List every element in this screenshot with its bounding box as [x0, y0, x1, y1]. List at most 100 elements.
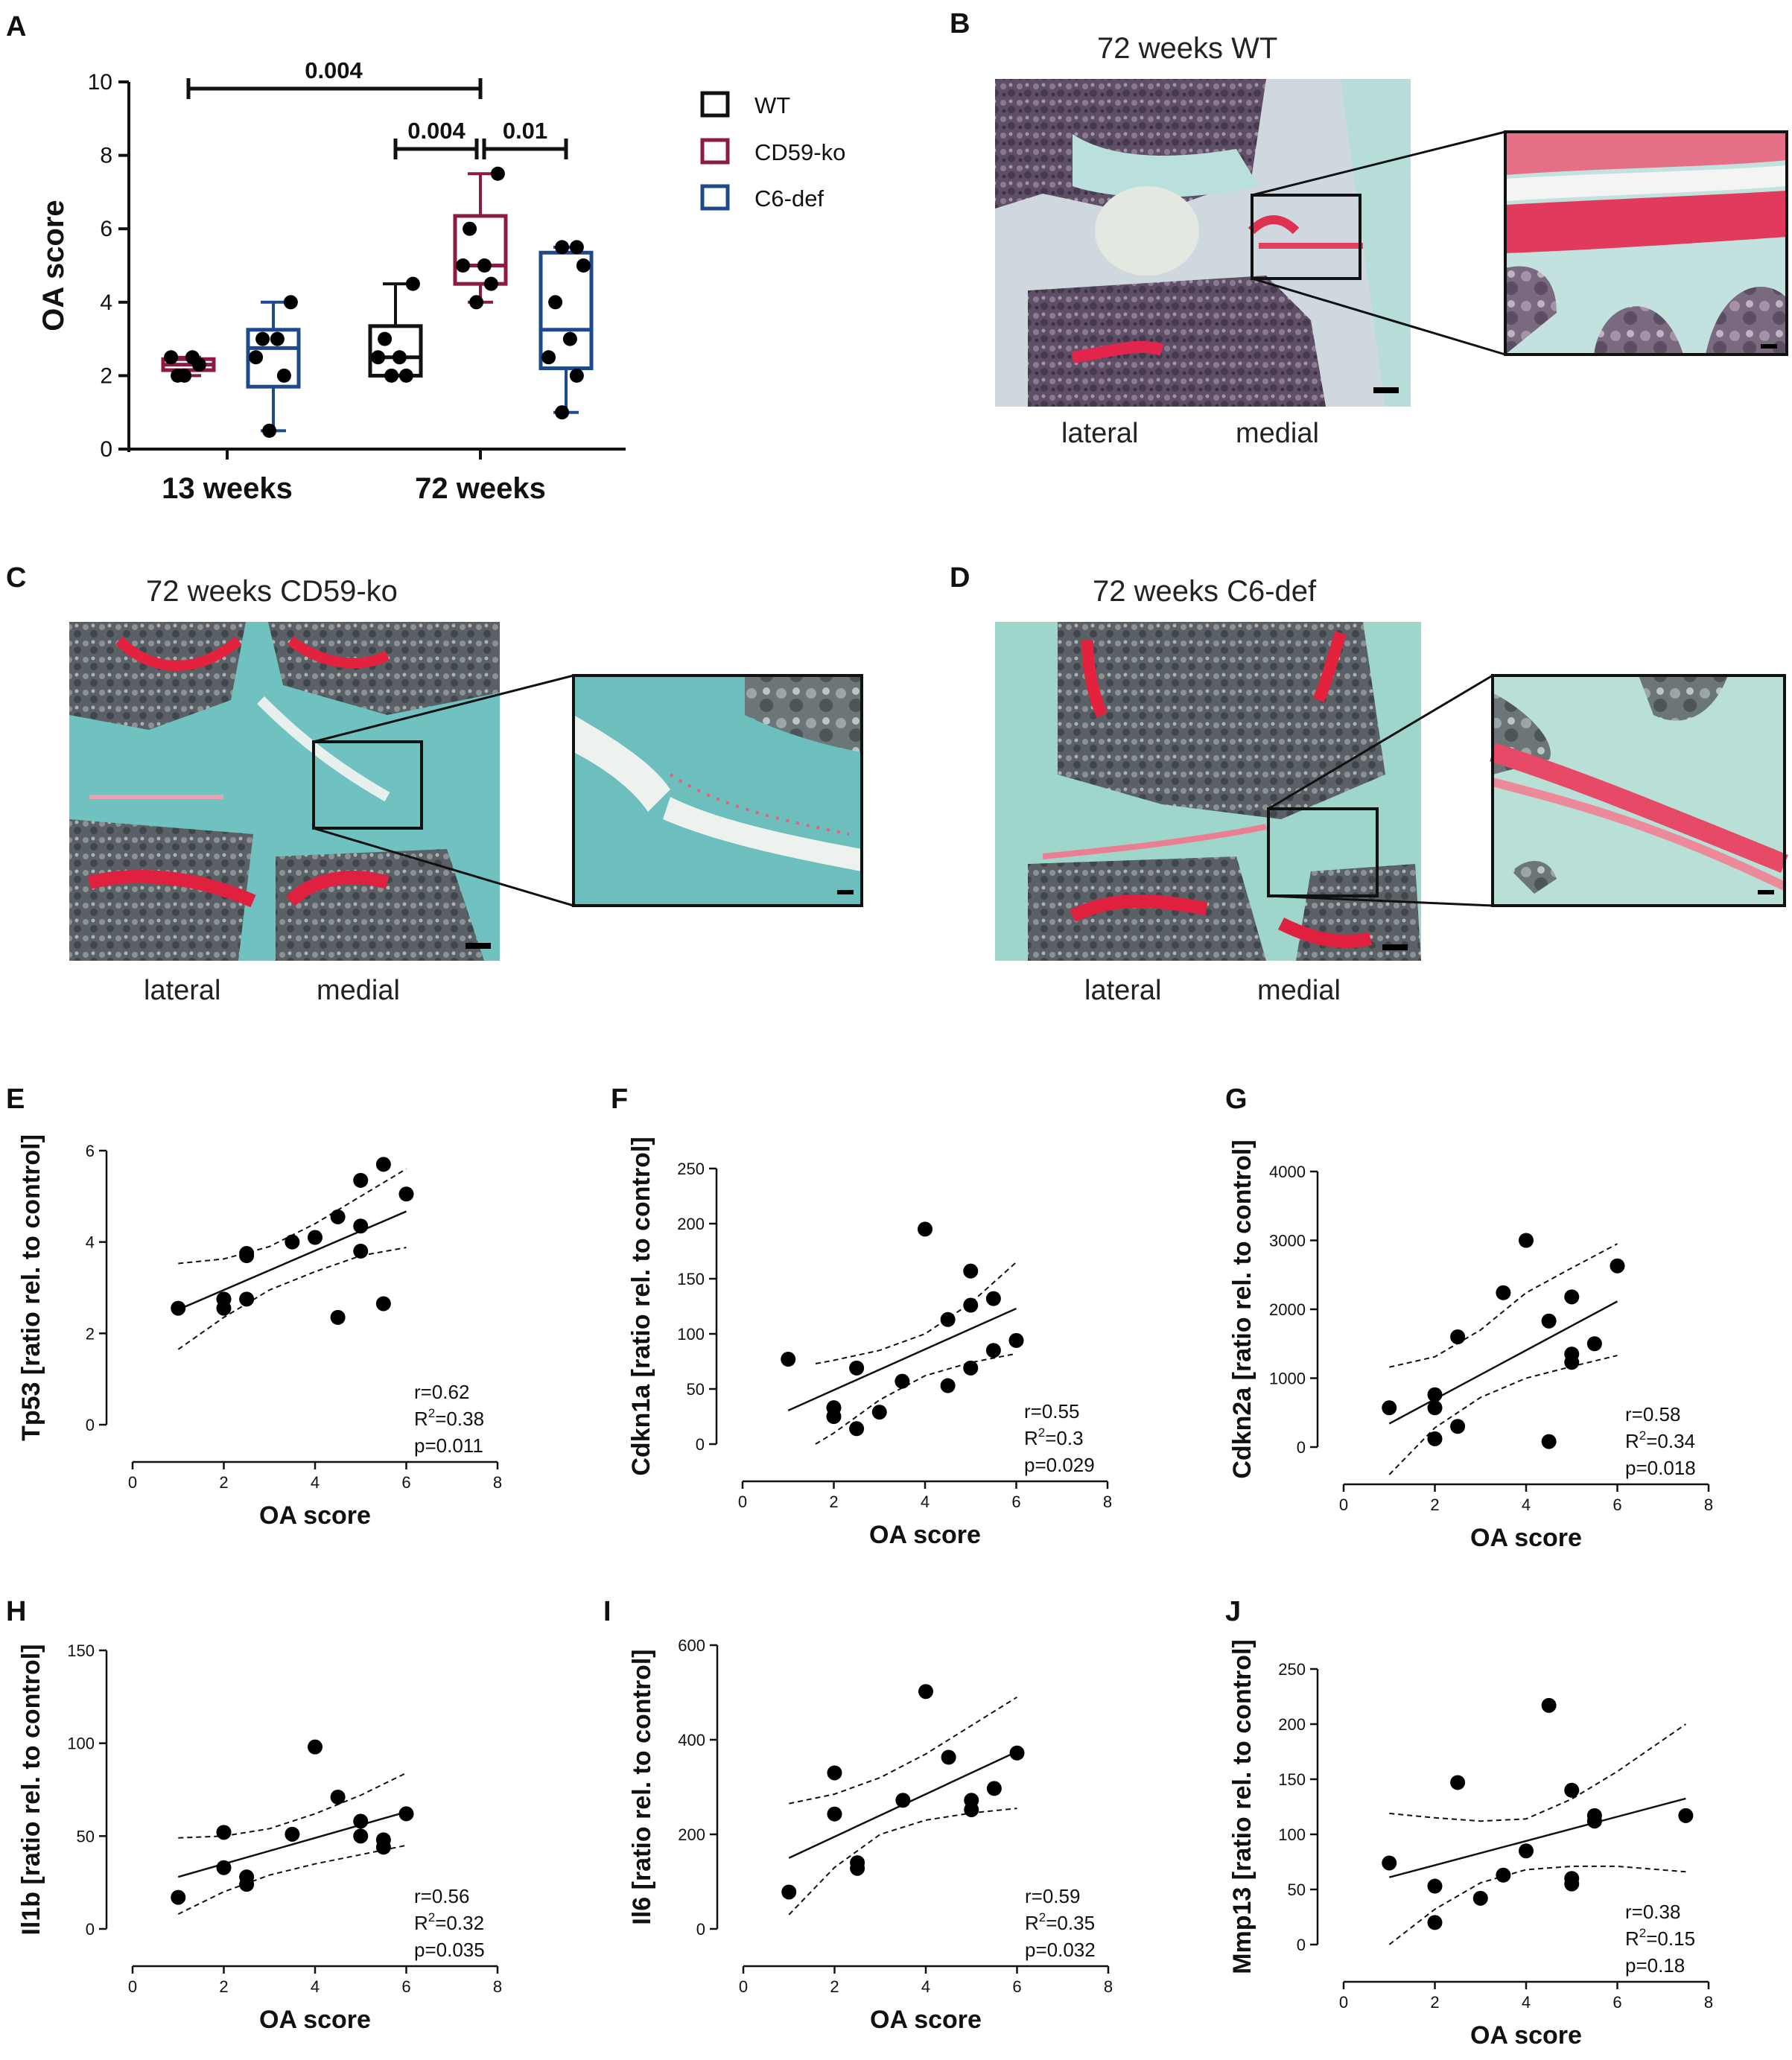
- panel-letter-d: D: [950, 562, 970, 594]
- data-point: [895, 1373, 910, 1389]
- p-value-label: 0.004: [305, 57, 363, 83]
- x-tick-label: 72 weeks: [415, 472, 546, 505]
- data-point: [1678, 1808, 1694, 1823]
- histology-title-b: 72 weeks WT: [1097, 32, 1277, 65]
- scatter-plot-g: 0 1000 2000 3000 4000 0 2 4 6 8 OA score Cdkn2a [ra…: [1228, 1139, 1713, 1552]
- x-tick-label: 8: [1704, 1495, 1713, 1514]
- stat-r2-sup: 2: [1039, 1910, 1046, 1924]
- data-point: [1519, 1233, 1534, 1248]
- y-tick-label: 6: [100, 217, 112, 241]
- scatter-plot-i: 0 200 400 600 0 2 4 6 8 OA score Il6 [ratio rel. t…: [628, 1636, 1113, 2034]
- data-point: [353, 1172, 369, 1188]
- data-point: [1427, 1400, 1443, 1416]
- x-tick-label: 4: [1522, 1495, 1531, 1514]
- y-tick-label: 0: [696, 1435, 705, 1454]
- x-tick-label: 6: [1613, 1993, 1621, 2012]
- data-point: [239, 1291, 255, 1307]
- y-tick-label: 3000: [1269, 1232, 1306, 1250]
- data-point: [216, 1825, 232, 1840]
- ci-lower: [1388, 1865, 1686, 1945]
- x-axis-label: OA score: [1470, 2021, 1582, 2050]
- stat-r2: R2=0.38: [414, 1406, 484, 1430]
- data-point: [1519, 1843, 1534, 1859]
- data-point: [330, 1209, 346, 1224]
- data-point: [1496, 1285, 1511, 1300]
- y-tick-label: 0: [100, 437, 112, 462]
- y-tick-label: 0: [1297, 1936, 1306, 1954]
- data-point: [216, 1860, 232, 1875]
- data-point: [569, 240, 584, 255]
- data-point: [941, 1749, 956, 1765]
- stat-r: r=0.38: [1625, 1901, 1680, 1923]
- x-axis-label: OA score: [259, 2006, 371, 2034]
- data-point: [849, 1421, 865, 1437]
- panel-letter-i: I: [603, 1596, 611, 1627]
- x-tick-label: 6: [401, 1473, 410, 1492]
- histology-medial-d: medial: [1257, 975, 1341, 1006]
- y-tick-label: 600: [678, 1636, 705, 1655]
- data-point: [871, 1405, 887, 1420]
- data-point: [963, 1263, 979, 1279]
- data-point: [918, 1684, 933, 1700]
- data-point: [1586, 1336, 1602, 1352]
- data-point: [1427, 1915, 1443, 1930]
- data-point: [1541, 1697, 1557, 1713]
- data-point: [1427, 1387, 1443, 1402]
- y-tick-label: 200: [678, 1825, 705, 1844]
- scatter-plot-e: 0 2 4 6 0 2 4 6 8 OA score Tp53 [ratio rel. to con…: [17, 1134, 502, 1530]
- panel-letter-c: C: [6, 562, 26, 594]
- x-tick-label: 8: [1704, 1993, 1713, 2012]
- y-tick-label: 1000: [1269, 1370, 1306, 1388]
- x-tick-label: 13 weeks: [162, 472, 293, 505]
- data-point: [1427, 1878, 1443, 1894]
- data-point: [985, 1343, 1001, 1358]
- y-tick-label: 150: [677, 1270, 705, 1288]
- data-point: [392, 350, 407, 365]
- stat-r2-value: =0.15: [1646, 1927, 1695, 1950]
- regression-line: [787, 1307, 1017, 1412]
- box-13weeks-C6-def: [246, 295, 301, 438]
- x-tick-label: 8: [1103, 1492, 1112, 1511]
- data-point: [1382, 1855, 1397, 1871]
- stat-r2: R2=0.15: [1625, 1926, 1695, 1950]
- data-point: [378, 331, 393, 346]
- y-tick-label: 100: [1278, 1825, 1306, 1844]
- y-axis-label: Il6 [ratio rel. to control]: [628, 1649, 656, 1924]
- stat-r2-sup: 2: [428, 1910, 435, 1924]
- x-tick-label: 4: [311, 1473, 320, 1492]
- legend-label-c6: C6-def: [754, 185, 824, 212]
- panel-letter-e: E: [6, 1084, 25, 1115]
- data-point: [353, 1813, 369, 1829]
- stat-r: r=0.62: [414, 1381, 469, 1403]
- panel-letter-f: F: [611, 1084, 628, 1115]
- panel-letter-b: B: [950, 8, 970, 39]
- panel-letter-j: J: [1225, 1596, 1241, 1627]
- x-tick-label: 6: [1613, 1495, 1621, 1514]
- data-point: [353, 1828, 369, 1844]
- stat-r2-sup: 2: [1639, 1428, 1646, 1443]
- y-axis-label: Il1b [ratio rel. to control]: [17, 1644, 45, 1935]
- stat-p: p=0.011: [414, 1434, 483, 1457]
- data-point: [1008, 1332, 1024, 1348]
- stat-r2: R2=0.3: [1024, 1425, 1084, 1449]
- data-point: [964, 1793, 979, 1808]
- stat-r: r=0.59: [1025, 1885, 1080, 1907]
- significance-bracket: 0.01: [482, 118, 568, 159]
- y-axis-label: Cdkn2a [ratio rel. to control]: [1228, 1139, 1256, 1478]
- data-point: [1541, 1313, 1557, 1329]
- y-tick-label: 100: [67, 1735, 95, 1753]
- y-tick-label: 50: [1288, 1881, 1306, 1899]
- x-tick-label: 8: [493, 1977, 502, 1996]
- data-point: [1009, 1745, 1025, 1761]
- data-point: [477, 258, 492, 273]
- histology-title-c: 72 weeks CD59-ko: [146, 575, 398, 608]
- stat-r2-sup: 2: [1639, 1926, 1646, 1940]
- data-point: [185, 350, 200, 365]
- box-72weeks-WT: [368, 276, 423, 383]
- stat-p: p=0.018: [1625, 1457, 1696, 1479]
- x-axis-label: OA score: [870, 2006, 982, 2034]
- stat-r2-prefix: R: [414, 1408, 428, 1430]
- panel-letter-a: A: [6, 11, 26, 42]
- data-point: [849, 1360, 865, 1376]
- p-value-label: 0.01: [503, 118, 547, 144]
